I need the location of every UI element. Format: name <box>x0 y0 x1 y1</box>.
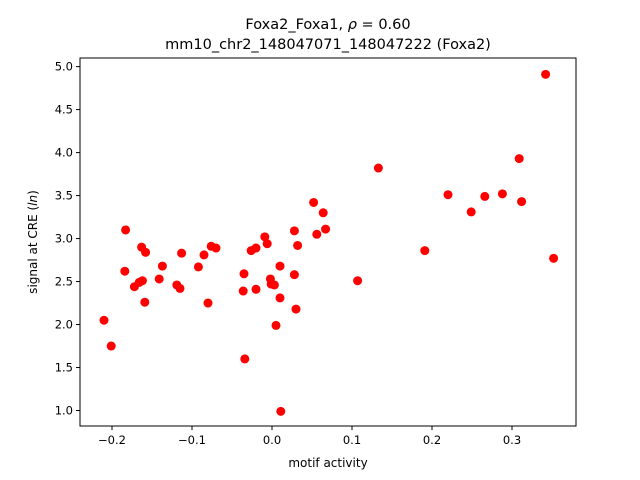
y-tick-label-0: 1.0 <box>55 404 73 418</box>
x-tick-label-2: 0.0 <box>263 433 281 447</box>
chart-title-line1: Foxa2_Foxa1, ρ = 0.60 <box>245 17 410 33</box>
data-point-49 <box>497 189 507 199</box>
data-points <box>99 69 559 416</box>
data-point-25 <box>251 284 261 294</box>
y-tick-label-1: 1.5 <box>55 361 73 375</box>
data-point-27 <box>262 239 272 249</box>
data-point-16 <box>199 250 209 260</box>
data-point-20 <box>238 286 248 296</box>
data-point-50 <box>514 154 524 164</box>
data-point-39 <box>309 197 319 207</box>
data-point-30 <box>269 280 279 290</box>
data-point-11 <box>157 261 167 271</box>
data-point-6 <box>137 276 147 286</box>
y-tick-label-6: 4.0 <box>55 146 73 160</box>
data-point-44 <box>373 163 383 173</box>
data-point-42 <box>321 224 331 234</box>
data-point-22 <box>240 354 250 364</box>
data-point-24 <box>251 243 261 253</box>
x-tick-label-1: −0.1 <box>178 433 206 447</box>
data-point-40 <box>312 229 322 239</box>
data-point-46 <box>443 190 453 200</box>
data-point-1 <box>106 341 116 351</box>
chart-title-line2: mm10_chr2_148047071_148047222 (Foxa2) <box>165 37 491 53</box>
data-point-9 <box>140 297 150 307</box>
y-tick-label-8: 5.0 <box>55 60 73 74</box>
x-tick-label-3: 0.1 <box>343 433 361 447</box>
data-point-26 <box>260 232 270 242</box>
data-point-37 <box>291 304 301 314</box>
plot-frame <box>79 57 577 427</box>
data-point-32 <box>275 261 285 271</box>
data-point-0 <box>99 315 109 325</box>
data-point-17 <box>203 298 213 308</box>
data-point-19 <box>211 243 221 253</box>
data-point-48 <box>480 191 490 201</box>
data-point-8 <box>141 247 151 257</box>
data-point-45 <box>420 246 430 256</box>
data-point-38 <box>293 240 303 250</box>
data-point-21 <box>239 269 249 279</box>
data-point-34 <box>276 406 286 416</box>
data-point-14 <box>177 248 187 258</box>
y-tick-label-4: 3.0 <box>55 232 73 246</box>
data-point-36 <box>289 270 299 280</box>
data-point-15 <box>193 262 203 272</box>
y-tick-label-3: 2.5 <box>55 275 73 289</box>
x-tick-label-0: −0.2 <box>98 433 126 447</box>
x-axis-ticks: −0.2 −0.1 0.0 0.1 0.2 0.3 <box>98 426 521 447</box>
y-tick-label-7: 4.5 <box>55 103 73 117</box>
x-axis-label: motif activity <box>288 456 367 470</box>
data-point-53 <box>549 253 559 263</box>
y-axis-label: signal at CRE (ln) <box>26 190 40 294</box>
y-tick-label-5: 3.5 <box>55 189 73 203</box>
data-point-43 <box>353 276 363 286</box>
data-point-47 <box>466 207 476 217</box>
data-point-10 <box>154 274 164 284</box>
data-point-13 <box>175 283 185 293</box>
data-point-31 <box>271 320 281 330</box>
data-point-33 <box>275 293 285 303</box>
data-point-52 <box>541 69 551 79</box>
y-axis-ticks: 1.0 1.5 2.0 2.5 3.0 3.5 4.0 4.5 5.0 <box>55 60 80 418</box>
data-point-41 <box>318 208 328 218</box>
data-point-35 <box>289 226 299 236</box>
x-tick-label-4: 0.2 <box>423 433 441 447</box>
data-point-2 <box>121 225 131 235</box>
y-tick-label-2: 2.0 <box>55 318 73 332</box>
data-point-3 <box>120 266 130 276</box>
data-point-51 <box>517 197 527 207</box>
x-tick-label-5: 0.3 <box>503 433 521 447</box>
